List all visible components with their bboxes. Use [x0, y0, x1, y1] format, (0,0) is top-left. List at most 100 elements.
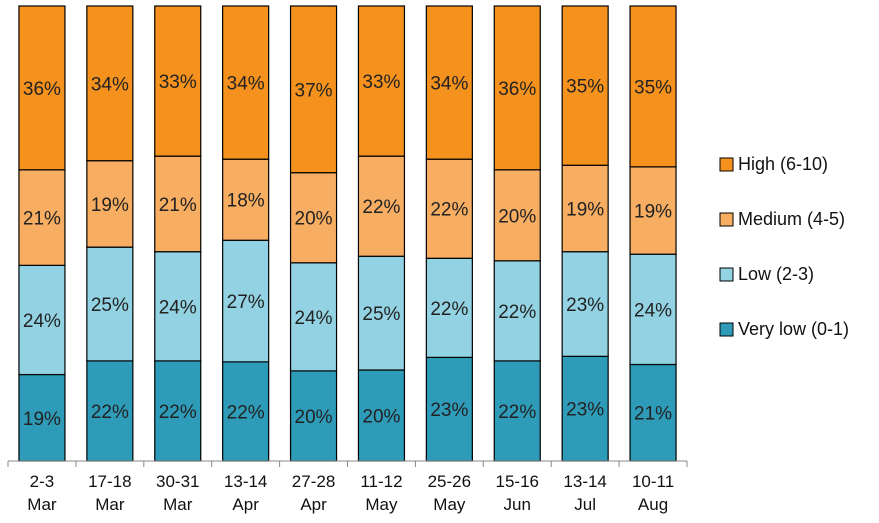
- bar-segment: [493, 5, 541, 171]
- data-label: 19%: [23, 409, 61, 430]
- legend-swatch: [719, 267, 734, 282]
- bar-segment: [154, 251, 202, 362]
- x-tick-label: 11-12: [360, 472, 402, 491]
- bar-segment: [357, 155, 406, 257]
- bar-segment: [222, 5, 270, 160]
- data-label: 23%: [430, 400, 468, 421]
- bar-segment: [18, 264, 66, 376]
- x-axis: 2-3 Mar 17-18 Mar 30-31 Mar 13-14 Apr 27-28 Apr 11…: [7, 460, 688, 514]
- data-label: 24%: [295, 308, 333, 329]
- data-label: 25%: [91, 295, 129, 316]
- bar-segment: [425, 356, 473, 462]
- data-label: 21%: [634, 404, 672, 425]
- data-label: 22%: [91, 402, 129, 423]
- bars-layer: 19% 24% 21% 36% 22% 25% 19% 34% 22% 24% 21% 33% 22% 2…: [18, 5, 677, 462]
- bar-segment: [425, 5, 473, 160]
- data-label: 20%: [295, 407, 333, 428]
- data-label: 22%: [159, 402, 197, 423]
- x-tick-label: 30-31: [156, 472, 199, 491]
- bar-segment: [289, 172, 338, 264]
- bar-segment: [18, 5, 66, 171]
- x-tick-label: Jul: [574, 495, 596, 514]
- data-label: 22%: [430, 299, 468, 320]
- data-label: 22%: [430, 200, 468, 221]
- data-label: 35%: [634, 77, 672, 98]
- bar-segment: [493, 360, 541, 462]
- x-tick-label: Mar: [163, 495, 193, 514]
- x-tick-label: Mar: [27, 495, 57, 514]
- x-tick-label: Apr: [232, 495, 259, 514]
- data-label: 34%: [227, 74, 265, 95]
- x-tick-label: 13-14: [224, 472, 267, 491]
- x-tick-label: 13-14: [563, 472, 606, 491]
- x-tick-label: 15-16: [496, 472, 539, 491]
- bar-segment: [289, 262, 338, 372]
- x-tick-label: 10-11: [632, 472, 674, 491]
- data-label: 24%: [159, 297, 197, 318]
- data-label: 21%: [159, 195, 197, 216]
- data-label: 34%: [430, 74, 468, 95]
- legend-swatch: [719, 322, 734, 337]
- data-label: 22%: [498, 402, 536, 423]
- bar-segment: [629, 253, 677, 366]
- legend-label: Very low (0-1): [738, 319, 849, 339]
- bar-segment: [222, 158, 270, 241]
- bar-segment: [561, 5, 609, 166]
- x-tick-label: 25-26: [428, 472, 471, 491]
- x-tick-label: Apr: [300, 495, 327, 514]
- legend-swatch: [719, 157, 734, 172]
- data-label: 25%: [362, 304, 400, 325]
- bar-segment: [289, 5, 338, 174]
- x-tick-label: Mar: [95, 495, 125, 514]
- bar-segment: [18, 373, 66, 462]
- data-label: 22%: [227, 402, 265, 423]
- bar-segment: [86, 5, 134, 162]
- bar-segment: [154, 155, 202, 253]
- bar-segment: [493, 260, 541, 362]
- legend-label: High (6-10): [738, 154, 828, 174]
- x-tick-label: May: [433, 495, 466, 514]
- data-label: 24%: [634, 300, 672, 321]
- x-tick-label: 17-18: [88, 472, 131, 491]
- data-label: 27%: [227, 292, 265, 313]
- data-label: 22%: [362, 197, 400, 218]
- legend-label: Low (2-3): [738, 264, 814, 284]
- data-label: 19%: [566, 199, 604, 220]
- data-label: 19%: [634, 202, 672, 223]
- legend-label: Medium (4-5): [738, 209, 845, 229]
- legend: High (6-10) Medium (4-5) Low (2-3) Very low…: [719, 154, 849, 339]
- x-tick-label: 27-28: [292, 472, 335, 491]
- data-label: 23%: [566, 295, 604, 316]
- legend-swatch: [719, 212, 734, 227]
- data-label: 24%: [23, 311, 61, 332]
- data-label: 19%: [91, 195, 129, 216]
- bar-segment: [629, 5, 677, 168]
- data-label: 20%: [362, 407, 400, 428]
- x-tick-label: Jun: [504, 495, 531, 514]
- data-label: 34%: [91, 74, 129, 95]
- data-label: 36%: [23, 79, 61, 100]
- data-label: 33%: [159, 72, 197, 93]
- bar-segment: [425, 158, 473, 259]
- data-label: 20%: [295, 209, 333, 230]
- data-label: 37%: [295, 80, 333, 101]
- data-label: 18%: [227, 191, 265, 212]
- data-label: 33%: [362, 72, 400, 93]
- data-label: 22%: [498, 302, 536, 323]
- data-label: 35%: [566, 77, 604, 98]
- data-label: 36%: [498, 79, 536, 100]
- data-label: 23%: [566, 400, 604, 421]
- bar-segment: [154, 5, 202, 157]
- data-label: 21%: [23, 209, 61, 230]
- data-label: 20%: [498, 206, 536, 227]
- x-tick-label: May: [365, 495, 398, 514]
- bar-segment: [425, 257, 473, 358]
- bar-segment: [86, 246, 134, 362]
- x-tick-label: Aug: [638, 495, 668, 514]
- bar-segment: [357, 369, 406, 462]
- bar-segment: [357, 5, 406, 157]
- bar-segment: [561, 251, 609, 357]
- bar-segment: [289, 370, 338, 462]
